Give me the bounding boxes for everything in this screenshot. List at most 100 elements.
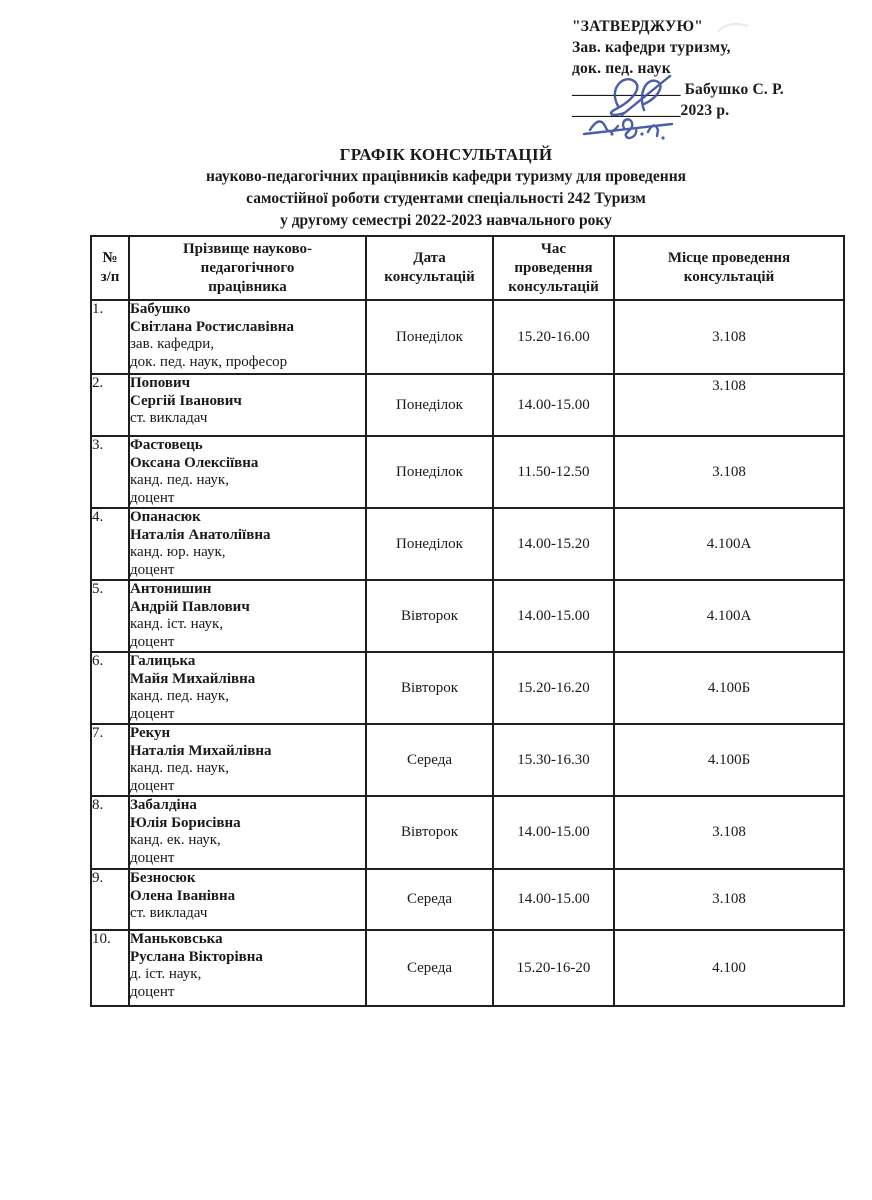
- approval-position: Зав. кафедри туризму,: [572, 39, 731, 56]
- table-row: 3. Фастовець Оксана Олексіївна канд. пед. н…: [90, 435, 845, 509]
- row-number: 10.: [90, 929, 130, 1007]
- lecturer-title-line: доцент: [130, 777, 175, 794]
- row-number: 7.: [90, 723, 130, 797]
- table-row: 4. Опанасюк Наталія Анатоліївна канд. юр. н…: [90, 507, 845, 581]
- approval-quote: "ЗАТВЕРДЖУЮ": [572, 18, 704, 35]
- lecturer-name-line: Фастовець: [130, 437, 203, 453]
- lecturer-name-line: Майя Михайлівна: [130, 670, 256, 687]
- table-row: 9. Безносюк Олена Іванівна ст. викладач Сере…: [90, 868, 845, 931]
- consultation-time: 15.20-16.20: [492, 651, 615, 725]
- row-number: 9.: [90, 868, 130, 931]
- table-row: 6. Галицька Майя Михайлівна канд. пед. наук…: [90, 651, 845, 725]
- lecturer-title-line: канд. іст. наук,: [130, 616, 224, 632]
- consultation-day: Понеділок: [365, 435, 494, 509]
- lecturer-name-line: Безносюк: [130, 870, 196, 886]
- lecturer-name-line: Забалдіна: [130, 797, 197, 813]
- consultation-time: 14.00-15.00: [492, 579, 615, 653]
- lecturer-title-line: канд. пед. наук,: [130, 472, 229, 488]
- table-header: № з/п Прізвище науково- педагогічного пр…: [90, 235, 845, 301]
- lecturer-title-line: доцент: [130, 633, 175, 650]
- title-subtitle-1: науково-педагогічних працівників кафедри…: [205, 168, 687, 185]
- lecturer-title-line: ст. викладач: [130, 905, 208, 921]
- lecturer-name-line: Сергій Іванович: [130, 392, 242, 409]
- lecturer-name-line: Руслана Вікторівна: [130, 948, 263, 965]
- document-title: ГРАФІК КОНСУЛЬТАЦІЙ: [339, 145, 553, 164]
- schedule-table-body: 1. Бабушко Світлана Ростиславівна зав. кафе…: [90, 299, 845, 1007]
- consultation-day: Вівторок: [365, 795, 494, 870]
- lecturer-name-line: Бабушко: [130, 301, 191, 317]
- lecturer-title-line: зав. кафедри,: [130, 336, 214, 352]
- consultation-day: Понеділок: [365, 299, 494, 375]
- lecturer-cell: Попович Сергій Іванович ст. викладач: [128, 373, 367, 437]
- row-number: 2.: [90, 373, 130, 437]
- consultation-day: Середа: [365, 868, 494, 931]
- approval-degree: док. пед. наук: [572, 60, 671, 77]
- lecturer-cell: Безносюк Олена Іванівна ст. викладач: [128, 868, 367, 931]
- consultation-day: Вівторок: [365, 651, 494, 725]
- lecturer-name-line: Оксана Олексіївна: [130, 454, 259, 471]
- approver-name: Бабушко С. Р.: [680, 81, 784, 98]
- lecturer-title-line: доцент: [130, 849, 175, 866]
- consultation-time: 14.00-15.00: [492, 795, 615, 870]
- consultation-day: Середа: [365, 723, 494, 797]
- signature-line: ______________ Бабушко С. Р.: [572, 79, 862, 100]
- lecturer-cell: Галицька Майя Михайлівна канд. пед. наук, д…: [128, 651, 367, 725]
- row-number: 3.: [90, 435, 130, 509]
- header-time: Час проведення консультацій: [492, 235, 615, 301]
- consultation-place: 3.108: [613, 795, 845, 870]
- consultation-time: 15.30-16.30: [492, 723, 615, 797]
- consultation-place: 3.108: [613, 373, 845, 437]
- table-row: 8. Забалдіна Юлія Борисівна канд. ек. наук,…: [90, 795, 845, 870]
- lecturer-name-line: Наталія Анатоліївна: [130, 526, 271, 543]
- lecturer-cell: Маньковська Руслана Вікторівна д. іст. нау…: [128, 929, 367, 1007]
- consultation-place: 4.100: [613, 929, 845, 1007]
- consultation-day: Понеділок: [365, 373, 494, 437]
- title-subtitle-3: у другому семестрі 2022-2023 навчального…: [280, 212, 612, 229]
- header-lecturer: Прізвище науково- педагогічного працівни…: [128, 235, 367, 301]
- consultation-place: 3.108: [613, 299, 845, 375]
- header-number: № з/п: [90, 235, 130, 301]
- header-place: Місце проведення консультацій: [613, 235, 845, 301]
- consultation-place: 4.100Б: [613, 651, 845, 725]
- lecturer-name-line: Галицька: [130, 653, 196, 669]
- consultation-day: Понеділок: [365, 507, 494, 581]
- lecturer-name-line: Попович: [130, 375, 191, 391]
- lecturer-title-line: канд. юр. наук,: [130, 544, 226, 560]
- lecturer-name-line: Олена Іванівна: [130, 887, 236, 904]
- table-row: 1. Бабушко Світлана Ростиславівна зав. кафе…: [90, 299, 845, 375]
- row-number: 4.: [90, 507, 130, 581]
- lecturer-cell: Антонишин Андрій Павлович канд. іст. наук,…: [128, 579, 367, 653]
- lecturer-title-line: док. пед. наук, професор: [130, 353, 288, 370]
- lecturer-cell: Забалдіна Юлія Борисівна канд. ек. наук, до…: [128, 795, 367, 870]
- row-number: 5.: [90, 579, 130, 653]
- consultation-time: 14.00-15.00: [492, 373, 615, 437]
- consultation-time: 11.50-12.50: [492, 435, 615, 509]
- consultation-time: 15.20-16.00: [492, 299, 615, 375]
- lecturer-title-line: ст. викладач: [130, 410, 208, 426]
- lecturer-title-line: доцент: [130, 561, 175, 578]
- table-row: 2. Попович Сергій Іванович ст. викладач Поне…: [90, 373, 845, 437]
- scan-artifact: [717, 23, 749, 33]
- lecturer-cell: Рекун Наталія Михайлівна канд. пед. наук, д…: [128, 723, 367, 797]
- consultation-time: 14.00-15.00: [492, 868, 615, 931]
- consultation-schedule-table: № з/п Прізвище науково- педагогічного пр…: [90, 235, 845, 1007]
- date-underline: ______________: [572, 102, 681, 119]
- lecturer-name-line: Маньковська: [130, 931, 223, 947]
- consultation-place: 4.100Б: [613, 723, 845, 797]
- date-line: ______________2023 р.: [572, 100, 862, 121]
- consultation-place: 4.100А: [613, 507, 845, 581]
- consultation-time: 15.20-16-20: [492, 929, 615, 1007]
- lecturer-name-line: Світлана Ростиславівна: [130, 318, 294, 335]
- consultation-place: 3.108: [613, 435, 845, 509]
- table-row: 5. Антонишин Андрій Павлович канд. іст. нау…: [90, 579, 845, 653]
- document-title-block: ГРАФІК КОНСУЛЬТАЦІЙ науково-педагогічних…: [46, 144, 846, 232]
- header-date: Дата консультацій: [365, 235, 494, 301]
- lecturer-title-line: канд. ек. наук,: [130, 832, 221, 848]
- approval-year: 2023 р.: [680, 102, 730, 119]
- lecturer-title-line: доцент: [130, 705, 175, 722]
- signature-underline: ______________: [572, 81, 681, 98]
- lecturer-title-line: д. іст. наук,: [130, 966, 202, 982]
- lecturer-name-line: Андрій Павлович: [130, 598, 250, 615]
- lecturer-title-line: канд. пед. наук,: [130, 760, 229, 776]
- table-row: 10. Маньковська Руслана Вікторівна д. іст. …: [90, 929, 845, 1007]
